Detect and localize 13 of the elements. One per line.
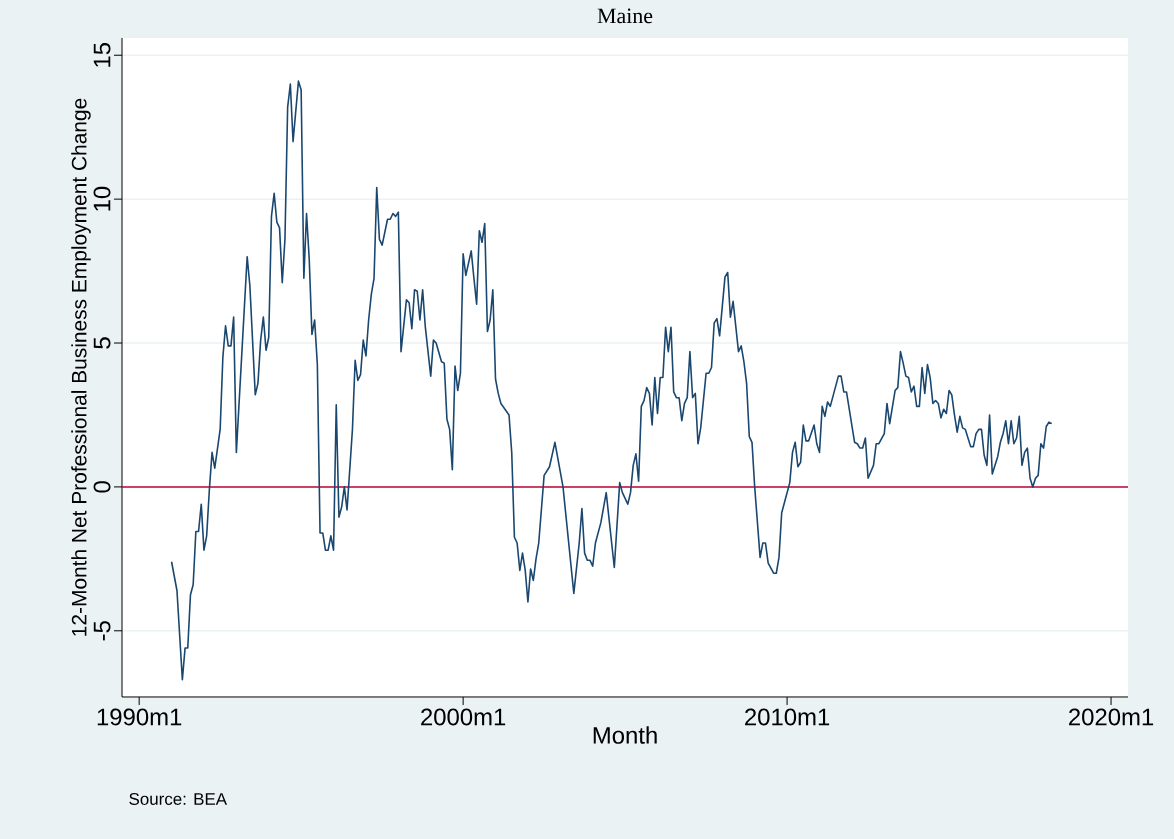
source-note: Source: BEA	[129, 792, 228, 805]
x-axis-title: Month	[593, 726, 657, 744]
y-tick-label: 10	[93, 186, 111, 211]
x-tick-label: 1990m1	[97, 708, 182, 726]
chart-title: Maine	[597, 8, 653, 24]
x-tick-label: 2000m1	[421, 708, 506, 726]
y-tick-label: 5	[93, 337, 111, 349]
x-tick-label: 2010m1	[745, 708, 830, 726]
y-tick-label: -5	[93, 621, 111, 641]
x-tick-label: 2020m1	[1069, 708, 1154, 726]
y-tick-label: 0	[93, 481, 111, 493]
y-axis-title: 12-Month Net Professional Business Employment Change	[71, 98, 91, 636]
y-tick-label: 15	[93, 42, 111, 67]
